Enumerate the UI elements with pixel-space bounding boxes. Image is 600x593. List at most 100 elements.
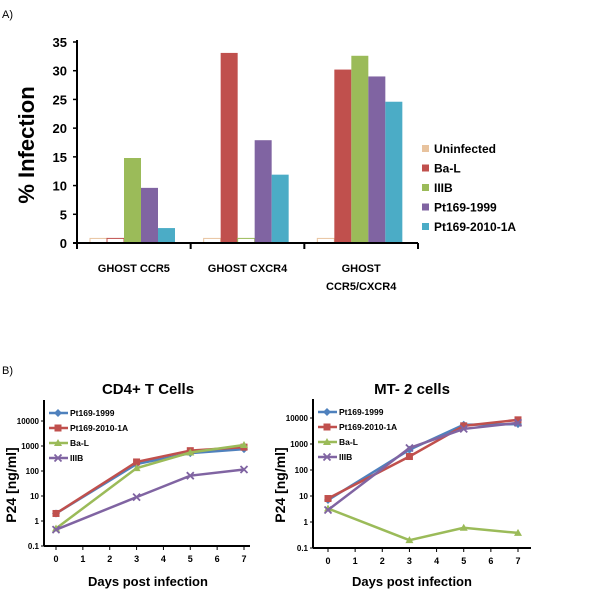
panel-label-b: B) <box>2 365 13 377</box>
x-tick-label: 4 <box>434 556 439 566</box>
marker-triangle <box>132 464 141 472</box>
x-category-label: GHOST <box>342 263 381 275</box>
series-line <box>55 445 245 515</box>
y-tick-label: 100 <box>295 466 309 475</box>
marker-triangle <box>323 438 331 445</box>
bar-iiib <box>124 158 141 243</box>
line-chart-mt2: 0.1 1 10 100 1000 10000 0 1 2 3 4 5 6 7 MT- 2 cells Day… <box>272 381 531 589</box>
marker-x <box>51 525 61 534</box>
legend-label: Pt169-2010-1A <box>339 422 397 432</box>
panel-label-a: A) <box>2 9 13 21</box>
y-tick-label: 30 <box>53 64 67 79</box>
legend-label: Pt169-1999 <box>70 408 115 418</box>
marker-square <box>54 424 62 432</box>
legend-label: Ba-L <box>70 438 89 448</box>
legend-swatch <box>422 145 429 152</box>
marker-x <box>405 443 414 453</box>
y-tick-label: 10 <box>299 492 308 501</box>
y-tick-label: 0 <box>60 236 67 251</box>
y-tick-label: 10 <box>53 179 67 194</box>
bar-pt169-1999 <box>368 76 386 243</box>
x-category-label: GHOST CXCR4 <box>208 263 288 275</box>
legend-label: IIIB <box>339 452 352 462</box>
x-tick-label: 1 <box>353 556 358 566</box>
x-tick-label: 2 <box>380 556 385 566</box>
series-line <box>327 421 519 511</box>
bar-pt169-1999 <box>141 187 158 243</box>
marker-triangle <box>240 440 248 448</box>
legend-label: Ba-L <box>339 437 358 447</box>
x-tick-label: 7 <box>515 556 520 566</box>
legend-swatch <box>422 223 429 230</box>
marker-x <box>132 493 141 502</box>
legend-label: Ba-L <box>434 162 461 176</box>
y-tick-label: 10000 <box>286 414 309 423</box>
y-axis-label: % Infection <box>14 86 39 203</box>
x-tick-label: 7 <box>241 554 246 564</box>
x-tick-label: 5 <box>188 554 193 564</box>
y-tick-label: 0.1 <box>297 544 309 553</box>
y-tick-label: 5 <box>60 207 67 222</box>
marker-square <box>324 495 332 503</box>
series-line <box>55 468 245 531</box>
y-tick-label: 0.1 <box>28 542 40 551</box>
x-tick-label: 0 <box>53 554 58 564</box>
x-tick-label: 3 <box>407 556 412 566</box>
y-axis-label: P24 [ng/ml] <box>272 447 288 522</box>
y-tick-label: 100 <box>26 467 40 476</box>
line-chart-cd4: 0.1 1 10 100 1000 10000 0 1 2 3 4 5 6 7 CD4+ T Cells Da… <box>3 381 250 589</box>
marker-x <box>322 452 332 462</box>
x-category-label: CCR5/CXCR4 <box>326 281 397 293</box>
marker-x <box>186 471 195 480</box>
y-tick-label: 1000 <box>290 440 308 449</box>
series-iiib <box>51 465 249 534</box>
marker-square <box>323 423 331 431</box>
legend-swatch <box>422 203 429 211</box>
x-tick-label: 5 <box>461 556 466 566</box>
bar-ba-l <box>334 69 352 244</box>
x-tick-label: 2 <box>107 554 112 564</box>
bar-ba-l <box>220 52 238 243</box>
y-tick-label: 1 <box>35 517 40 526</box>
marker-x <box>459 424 468 434</box>
y-tick-label: 1 <box>304 518 309 527</box>
x-tick-label: 4 <box>161 554 166 564</box>
x-tick-label: 1 <box>80 554 85 564</box>
legend-label: Uninfected <box>434 142 496 156</box>
legend-label: Pt169-1999 <box>434 201 497 215</box>
series-iiib <box>323 418 523 515</box>
x-axis-label: Days post infection <box>88 574 208 589</box>
marker-x <box>323 505 333 515</box>
x-tick-label: 3 <box>134 554 139 564</box>
chart-title: CD4+ T Cells <box>102 381 194 398</box>
y-tick-label: 10 <box>30 492 39 501</box>
series-ba-l <box>324 504 522 544</box>
marker-square <box>52 509 60 517</box>
legend-swatch <box>422 184 429 191</box>
legend-label: IIIB <box>70 453 83 463</box>
bar-pt169-2010-1a <box>158 228 175 243</box>
legend-label: IIIB <box>434 181 453 195</box>
marker-triangle <box>54 439 62 446</box>
marker-triangle <box>459 523 468 531</box>
legend-swatch <box>422 164 429 172</box>
y-axis-label: P24 [ng/ml] <box>3 447 19 522</box>
series-line <box>327 507 519 542</box>
marker-triangle <box>514 528 522 536</box>
marker-square <box>405 453 413 461</box>
bar-pt169-2010-1a <box>385 101 403 244</box>
legend-label: Pt169-2010-1A <box>434 220 516 234</box>
series-line <box>55 443 245 530</box>
marker-x <box>513 418 523 428</box>
legend-label: Pt169-1999 <box>339 407 384 417</box>
x-axis-label: Days post infection <box>352 574 472 589</box>
y-tick-label: 1000 <box>21 442 39 451</box>
x-tick-label: 0 <box>325 556 330 566</box>
marker-square <box>460 422 468 430</box>
bar-iiib <box>351 55 369 244</box>
y-tick-label: 15 <box>53 150 67 165</box>
legend-label: Pt169-2010-1A <box>70 423 128 433</box>
y-tick-label: 20 <box>53 121 67 136</box>
marker-x <box>53 453 63 463</box>
